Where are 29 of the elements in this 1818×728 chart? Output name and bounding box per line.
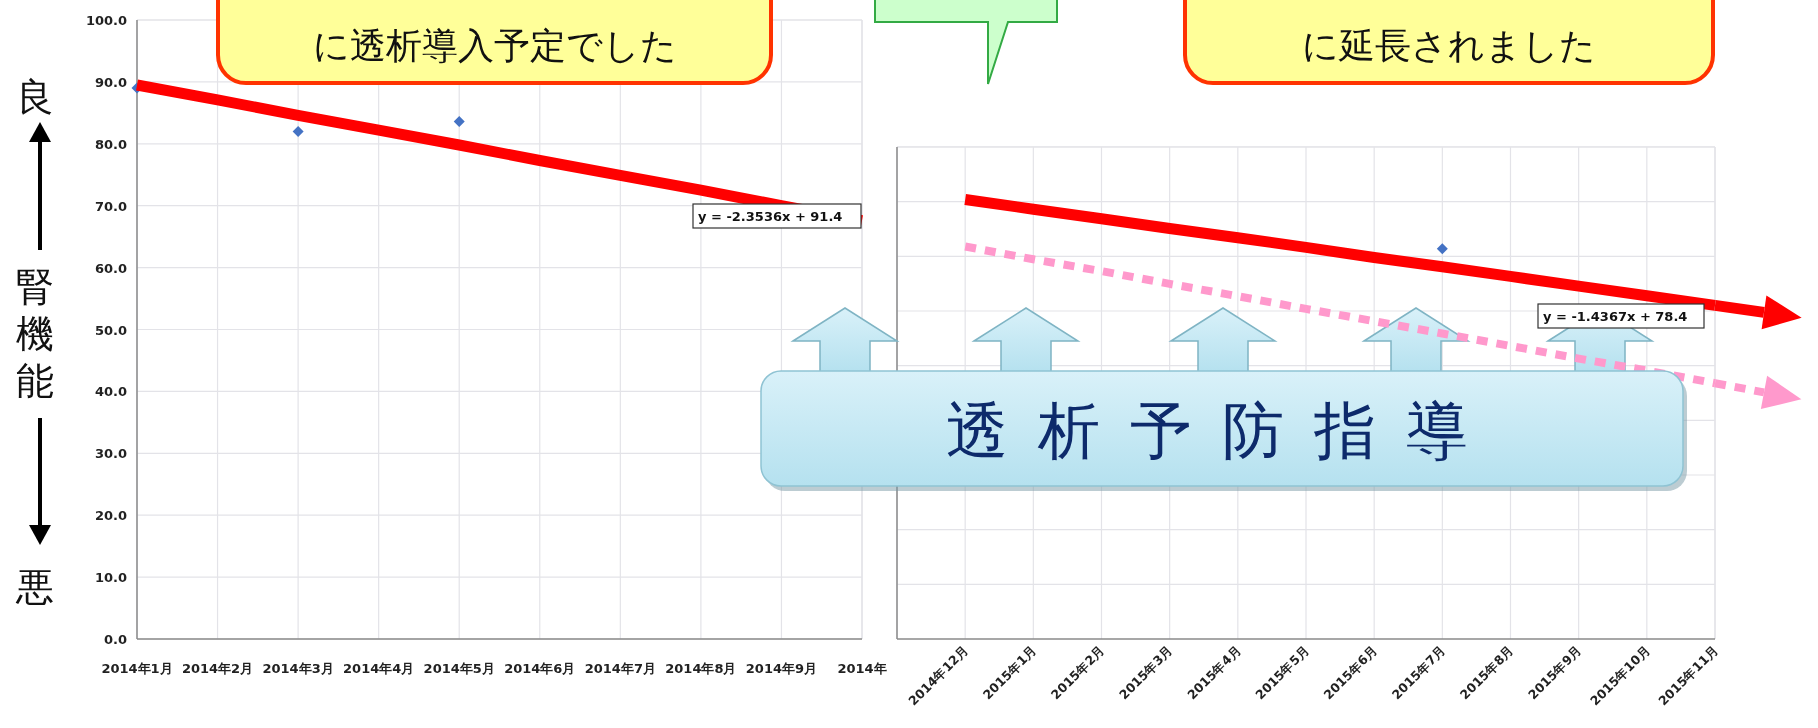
y-tick-label: 30.0 bbox=[94, 446, 127, 462]
x-tick-label: 2014年3月 bbox=[262, 661, 334, 676]
x-tick-label: 2014年2月 bbox=[181, 661, 254, 676]
y-tick-label: 80.0 bbox=[94, 136, 127, 152]
x-tick-label: 2014年5月 bbox=[423, 661, 495, 676]
y-tick-label: 10.0 bbox=[94, 570, 127, 586]
x-tick-label: 2014年6月 bbox=[504, 661, 576, 676]
x-tick-label: 2014年 bbox=[837, 661, 887, 676]
annotation: y = -2.3536x + 91.4 bbox=[698, 209, 843, 224]
annotation: y = -1.4367x + 78.4 bbox=[1543, 309, 1688, 324]
x-tick-label: 2014年9月 bbox=[745, 661, 818, 676]
text: に延長されました bbox=[1302, 25, 1596, 66]
annotation: 透析予防指導 bbox=[946, 394, 1498, 467]
y-tick-label: 90.0 bbox=[94, 74, 127, 90]
y-axis-title: 腎機能 bbox=[16, 265, 54, 403]
y-tick-label: 0.0 bbox=[103, 632, 127, 647]
y-tick-label: 70.0 bbox=[94, 198, 127, 214]
y-tick-label: 20.0 bbox=[94, 508, 127, 524]
x-tick-label: 2014年4月 bbox=[343, 661, 415, 676]
text: 悪 bbox=[15, 565, 54, 609]
annotation: に透析導入予定でした bbox=[312, 25, 677, 66]
y-tick-label: 40.0 bbox=[94, 384, 127, 400]
y-tick-label: 100.0 bbox=[85, 13, 127, 28]
y-tick-label: 60.0 bbox=[94, 260, 127, 276]
x-tick-label: 2014年7月 bbox=[584, 661, 656, 676]
x-tick-label: 2014年8月 bbox=[665, 661, 737, 676]
y-tick-label: 50.0 bbox=[94, 322, 127, 338]
x-tick-label: 2014年1月 bbox=[101, 661, 173, 676]
text: 良 bbox=[16, 75, 54, 119]
